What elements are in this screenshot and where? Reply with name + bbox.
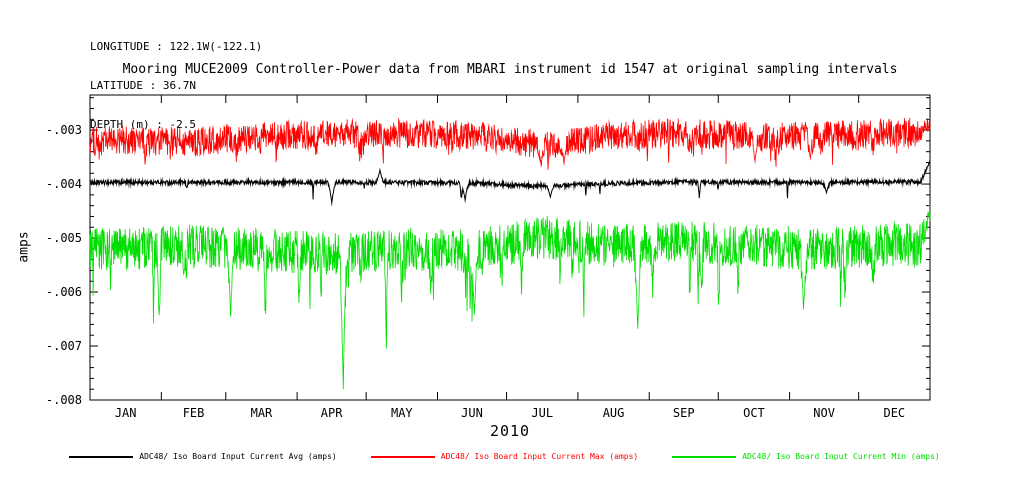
x-tick-label: JUL	[531, 406, 554, 420]
x-tick-label: JAN	[114, 406, 137, 420]
x-tick-label: OCT	[743, 406, 765, 420]
min-line-swatch	[672, 455, 737, 458]
y-tick-label: -.004	[45, 177, 82, 192]
legend: ADC48/ Iso Board Input Current Avg (amps…	[0, 452, 1009, 461]
station-info: LONGITUDE : 122.1W(-122.1) LATITUDE : 36…	[90, 14, 262, 157]
legend-label-avg: ADC48/ Iso Board Input Current Avg (amps…	[139, 452, 337, 461]
avg-line-swatch	[69, 455, 134, 458]
y-tick-label: -.003	[45, 123, 82, 138]
x-tick-label: NOV	[813, 406, 835, 420]
chart-title: Mooring MUCE2009 Controller-Power data f…	[122, 62, 898, 77]
legend-item-max: ADC48/ Iso Board Input Current Max (amps…	[370, 452, 639, 461]
max-line-swatch	[370, 455, 435, 458]
x-tick-label: SEP	[672, 406, 695, 420]
x-tick-label: JUN	[461, 406, 483, 420]
y-tick-label: -.007	[45, 339, 82, 354]
y-tick-label: -.005	[45, 231, 82, 246]
x-tick-label: AUG	[602, 406, 625, 420]
x-tick-label: APR	[320, 406, 343, 420]
x-tick-label: FEB	[182, 406, 205, 420]
legend-label-min: ADC48/ Iso Board Input Current Min (amps…	[742, 452, 940, 461]
longitude-text: LONGITUDE : 122.1W(-122.1)	[90, 40, 263, 53]
depth-text: DEPTH (m) : -2.5	[90, 118, 196, 131]
latitude-text: LATITUDE : 36.7N	[90, 79, 196, 92]
x-tick-label: DEC	[883, 406, 906, 420]
legend-item-min: ADC48/ Iso Board Input Current Min (amps…	[672, 452, 940, 461]
y-tick-label: -.008	[45, 393, 82, 407]
legend-item-avg: ADC48/ Iso Board Input Current Avg (amps…	[69, 452, 337, 461]
y-tick-label: -.006	[45, 285, 82, 300]
x-tick-label: MAY	[390, 406, 413, 420]
x-tick-label: MAR	[250, 406, 273, 420]
legend-label-max: ADC48/ Iso Board Input Current Max (amps…	[440, 452, 639, 461]
x-axis-label: 2010	[489, 422, 531, 440]
